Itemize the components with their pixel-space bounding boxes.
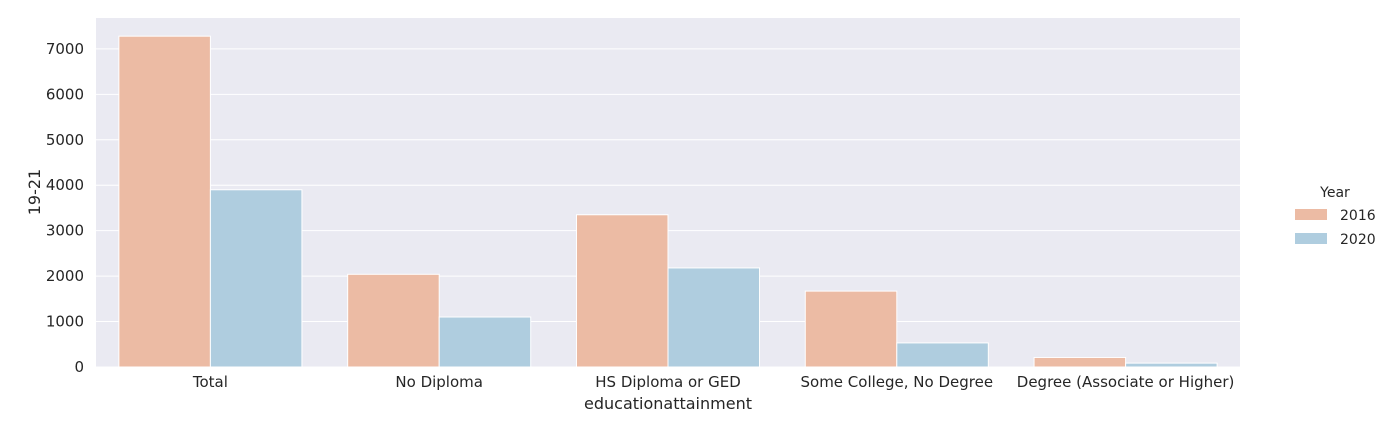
x-tick-label: Degree (Associate or Higher) <box>1017 373 1235 391</box>
x-tick-labels: Total No Diploma HS Diploma or GED Some Col… <box>192 373 1235 391</box>
y-axis-title: 19-21 <box>25 169 44 216</box>
bar-2020-3 <box>896 342 989 368</box>
bar-2020-1 <box>438 316 532 368</box>
bar-2016-4 <box>1033 356 1127 368</box>
y-tick-labels: 0 1000 2000 3000 4000 5000 6000 7000 <box>46 40 84 376</box>
bar-2016-2 <box>575 214 669 368</box>
legend: Year 2016 2020 <box>1295 185 1376 248</box>
y-tick-label: 3000 <box>46 222 84 240</box>
legend-label-2016: 2016 <box>1340 208 1376 224</box>
y-tick-label: 6000 <box>46 85 84 103</box>
x-tick-label: Some College, No Degree <box>801 373 994 391</box>
x-tick-label: No Diploma <box>395 373 483 391</box>
y-tick-label: 1000 <box>46 313 84 331</box>
bar-2016-3 <box>804 290 898 368</box>
y-tick-label: 4000 <box>46 176 84 194</box>
y-tick-label: 0 <box>74 358 84 376</box>
bars <box>118 35 1218 368</box>
bar-2020-2 <box>667 267 761 368</box>
bar-2020-4 <box>1125 362 1218 368</box>
legend-swatch-2020 <box>1295 233 1327 244</box>
x-tick-label: HS Diploma or GED <box>595 373 741 391</box>
y-tick-label: 2000 <box>46 267 84 285</box>
y-tick-label: 7000 <box>46 40 84 58</box>
legend-swatch-2016 <box>1295 209 1327 220</box>
y-tick-label: 5000 <box>46 131 84 149</box>
bar-2016-1 <box>347 273 440 368</box>
legend-label-2020: 2020 <box>1340 232 1376 248</box>
legend-title: Year <box>1319 185 1350 201</box>
bar-2016-0 <box>118 35 211 368</box>
bar-2020-0 <box>209 189 303 368</box>
x-tick-label: Total <box>192 373 228 391</box>
x-axis-title: educationattainment <box>584 394 752 413</box>
